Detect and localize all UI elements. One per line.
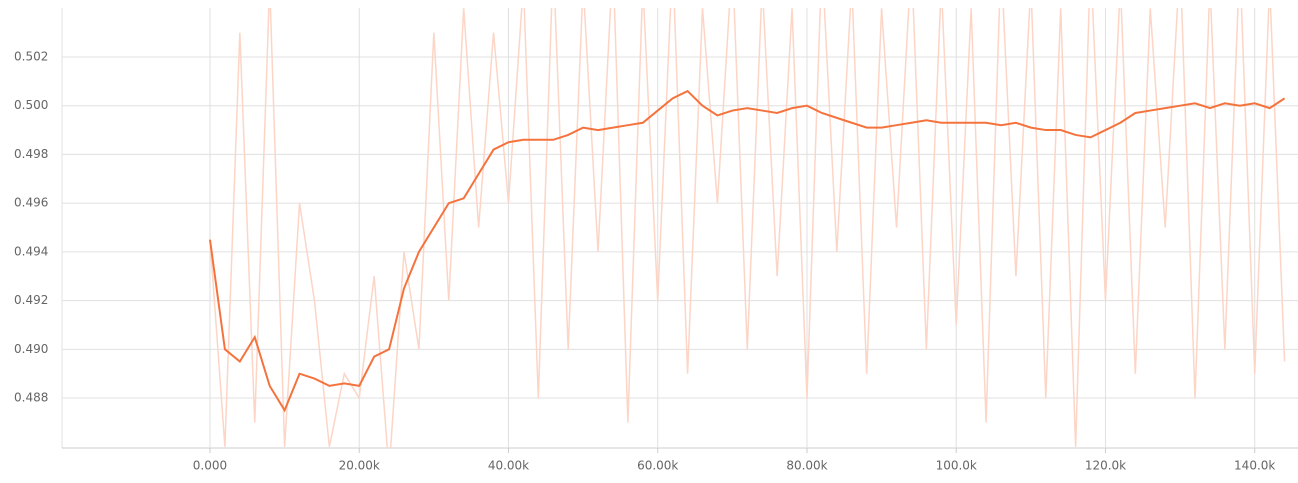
y-tick-label: 0.492 (14, 293, 48, 307)
y-tick-label: 0.500 (14, 98, 48, 112)
y-tick-label: 0.496 (14, 196, 48, 210)
series-line (208, 89, 1286, 413)
y-tick-label: 0.498 (14, 147, 48, 161)
x-tick-label: 40.00k (488, 459, 529, 473)
x-tick-label: 140.0k (1234, 459, 1275, 473)
x-tick-label: 60.00k (637, 459, 678, 473)
x-tick-label: 120.0k (1085, 459, 1126, 473)
series-line (209, 8, 1286, 448)
x-tick-label: 80.00k (786, 459, 827, 473)
plot-area (208, 8, 1286, 448)
y-tick-label: 0.494 (14, 244, 48, 258)
x-tick-label: 20.00k (339, 459, 380, 473)
y-tick-label: 0.490 (14, 342, 48, 356)
y-tick-label: 0.488 (14, 391, 48, 405)
y-tick-label: 0.502 (14, 49, 48, 63)
x-tick-label: 0.000 (193, 459, 227, 473)
x-tick-label: 100.0k (936, 459, 977, 473)
